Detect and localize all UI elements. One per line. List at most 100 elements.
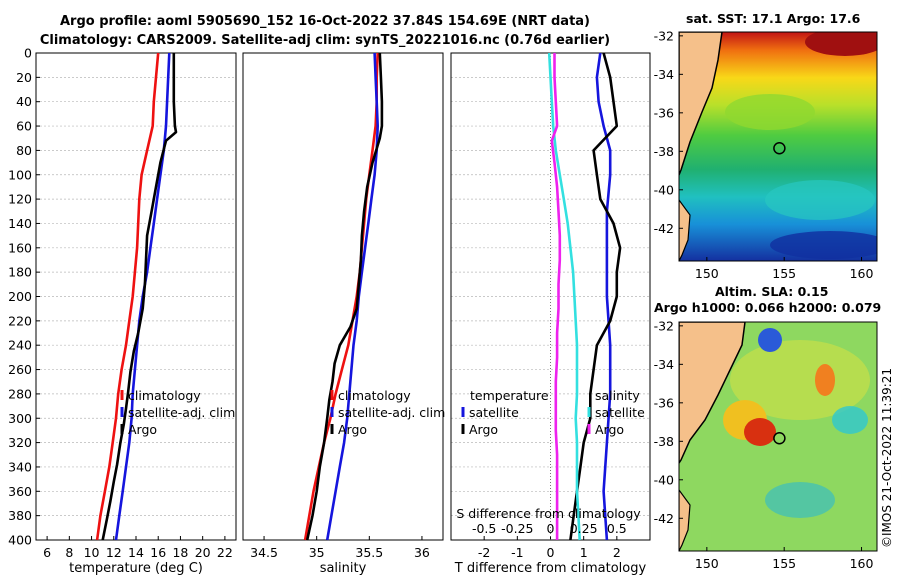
x-axis-label: temperature (deg C)	[69, 561, 203, 576]
map-x-tick-label: 155	[772, 556, 796, 571]
map-y-tick-label: -40	[654, 472, 674, 487]
map-x-tick-label: 150	[695, 556, 719, 571]
y-tick-label: 200	[8, 289, 32, 304]
sla-map-frame	[678, 321, 878, 552]
x-tick-label: 14	[128, 545, 144, 560]
x-tick-label: 0	[547, 545, 555, 560]
map-y-tick-label: -34	[654, 67, 674, 82]
panel-frame	[242, 52, 444, 541]
sla-warm-eddy	[815, 364, 835, 396]
imos-credit: ©IMOS 21-Oct-2022 11:39:21	[880, 367, 894, 548]
x-tick-label: 35.5	[355, 545, 383, 560]
map-y-tick-label: -40	[654, 182, 674, 197]
difference-panel: -2 -1 0 1 2T difference from climatology S di…	[450, 52, 651, 576]
map-x-tick-label: 150	[695, 266, 719, 281]
top-tick-label: 0	[547, 521, 555, 536]
sst-warm-patch	[805, 32, 877, 56]
x-tick-label: 10	[84, 545, 100, 560]
temperature-panel: 0 20 40 60 80 100 120 140 160 180 200 220 240 260 280 3…	[8, 46, 237, 576]
y-tick-label: 320	[8, 435, 32, 450]
legend-label: salinity	[595, 388, 640, 403]
y-tick-label: 0	[24, 46, 32, 61]
plot-title-line2: Climatology: CARS2009. Satellite-adj cli…	[39, 33, 611, 48]
y-tick-label: 160	[8, 240, 32, 255]
top-axis-label: S difference from climatology	[456, 506, 641, 521]
salinity-panel: 34.5 35 35.5 36 salinity climatology satellite…	[242, 52, 445, 576]
map-y-tick-label: -32	[654, 318, 674, 333]
sla-map-title-line2: Argo h1000: 0.066 h2000: 0.079	[654, 300, 882, 315]
map-y-tick-label: -34	[654, 357, 674, 372]
sst-land-upper	[679, 32, 723, 176]
series-line-satellite-adj-clim	[325, 52, 379, 541]
legend-label: Argo	[469, 422, 498, 437]
y-tick-label: 80	[16, 143, 32, 158]
y-tick-label: 100	[8, 167, 32, 182]
series-line-t-argo	[569, 52, 622, 541]
y-tick-label: 20	[16, 70, 32, 85]
sst-map-frame	[678, 31, 878, 262]
x-tick-label: 18	[172, 545, 188, 560]
sla-map-title-line1: Altim. SLA: 0.15	[715, 284, 829, 299]
y-tick-label: 280	[8, 386, 32, 401]
legend-label: satellite-adj. clim	[338, 405, 445, 420]
map-y-tick-label: -32	[654, 28, 674, 43]
legend-label: satellite	[469, 405, 519, 420]
y-tick-label: 60	[16, 119, 32, 134]
x-tick-label: 35	[309, 545, 325, 560]
legend-label: climatology	[128, 388, 201, 403]
x-tick-label: 34.5	[250, 545, 278, 560]
sla-high-core	[744, 418, 776, 446]
sla-map-axes: 150 155 160 -32 -34 -36 -38 -40 -42	[654, 318, 874, 571]
x-tick-label: -2	[478, 545, 490, 560]
series-line-argo	[101, 53, 178, 541]
series-line-t-satellite	[595, 52, 612, 541]
y-tick-label: 360	[8, 484, 32, 499]
series-line-argo	[305, 52, 384, 541]
top-tick-label: -0.5	[472, 521, 496, 536]
y-tick-label: 340	[8, 459, 32, 474]
sla-map: 150 155 160 -32 -34 -36 -38 -40 -42	[654, 318, 878, 571]
x-tick-label: 16	[150, 545, 166, 560]
y-tick-label: 220	[8, 313, 32, 328]
map-y-tick-label: -36	[654, 395, 674, 410]
y-tick-label: 180	[8, 265, 32, 280]
series-line-climatology	[303, 52, 379, 541]
sst-cool-patch	[765, 180, 875, 220]
map-y-tick-label: -42	[654, 221, 674, 236]
sst-map: 150 155 160 -32 -34 -36 -38 -40 -42	[654, 28, 878, 281]
sla-land-lower	[679, 488, 691, 551]
sst-cold-patch	[770, 231, 877, 259]
y-tick-label: 300	[8, 411, 32, 426]
x-tick-label: 8	[65, 545, 73, 560]
y-tick-label: 120	[8, 192, 32, 207]
map-x-tick-label: 155	[772, 266, 796, 281]
map-y-tick-label: -36	[654, 105, 674, 120]
legend-label: Argo	[128, 422, 157, 437]
sla-land-upper	[679, 322, 746, 465]
x-tick-label: -1	[511, 545, 523, 560]
y-tick-label: 380	[8, 508, 32, 523]
sst-map-title: sat. SST: 17.1 Argo: 17.6	[686, 11, 861, 26]
top-tick-label: -0.25	[501, 521, 533, 536]
sla-plateau	[730, 340, 870, 420]
sla-south-patch	[765, 482, 835, 518]
legend-label: temperature	[470, 388, 549, 403]
x-tick-label: 2	[613, 545, 621, 560]
y-tick-label: 140	[8, 216, 32, 231]
series-line-s-argo	[550, 53, 562, 540]
legend-label: climatology	[338, 388, 411, 403]
sla-cool-eddy	[832, 406, 868, 434]
sst-land-lower	[679, 198, 691, 261]
map-y-tick-label: -38	[654, 144, 674, 159]
x-tick-label: 1	[580, 545, 588, 560]
x-axis-label: salinity	[320, 561, 367, 576]
legend-label: Argo	[595, 422, 624, 437]
argo-float-marker-sst	[773, 141, 786, 155]
sst-mid-patch	[725, 94, 815, 130]
legend-label: satellite	[595, 405, 645, 420]
y-tick-label: 260	[8, 362, 32, 377]
map-x-tick-label: 160	[850, 556, 874, 571]
map-x-tick-label: 160	[850, 266, 874, 281]
series-line-climatology	[95, 52, 160, 541]
